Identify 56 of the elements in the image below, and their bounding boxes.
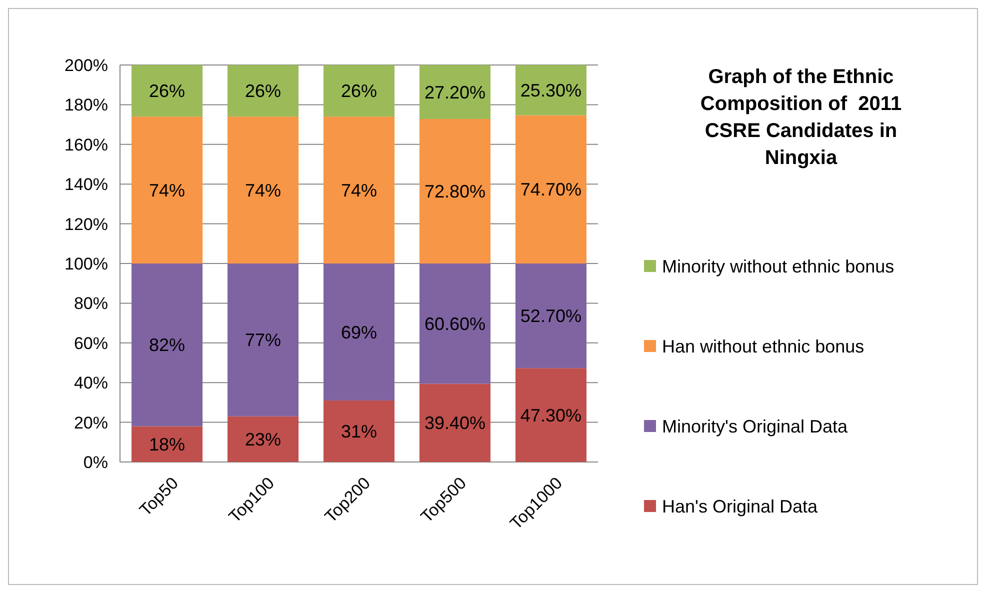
bar <box>419 264 490 384</box>
data-label: 39.40% <box>424 413 486 434</box>
y-tick-label: 40% <box>74 374 108 393</box>
data-label: 69% <box>340 322 378 342</box>
bar <box>515 65 586 116</box>
bar <box>132 426 203 462</box>
bar <box>323 400 395 462</box>
bar <box>132 264 203 426</box>
legend-label: Han without ethnic bonus <box>662 336 864 356</box>
text: Graph of the Ethnic Composition of 2011 CSRE Candidates in Ningxia <box>700 66 902 169</box>
legend-label: Minority without ethnic bonus <box>662 256 894 276</box>
bar <box>132 116 203 264</box>
y-tick-label: 120% <box>64 214 108 234</box>
legend-label: Han's Original Data <box>662 496 818 516</box>
data-label: 74% <box>149 180 186 200</box>
y-tick-label: 160% <box>64 135 108 154</box>
y-tick-label: 20% <box>74 413 108 432</box>
bar <box>228 65 299 117</box>
data-label: 27.20% <box>424 82 486 102</box>
data-label: 26% <box>340 81 378 102</box>
legend-label: Minority's Original Data <box>662 416 848 436</box>
data-label: 72.80% <box>424 182 486 202</box>
data-label: 52.70% <box>520 306 582 326</box>
bar <box>515 115 586 264</box>
data-label: 82% <box>149 335 186 356</box>
bar <box>132 65 203 117</box>
bar <box>419 384 490 462</box>
bar <box>323 264 395 400</box>
bar <box>515 368 586 462</box>
data-label: 74.70% <box>520 180 582 200</box>
data-label: 25.30% <box>520 80 582 100</box>
bar <box>419 118 490 264</box>
y-tick-label: 0% <box>83 452 108 472</box>
y-tick-label: 200% <box>64 56 108 75</box>
data-label: 23% <box>245 429 282 450</box>
bar <box>419 65 490 119</box>
data-label: 60.60% <box>424 314 486 334</box>
y-tick-label: 180% <box>64 96 108 115</box>
bar <box>228 116 299 264</box>
y-tick-label: 100% <box>64 254 108 274</box>
bar <box>228 264 299 416</box>
data-label: 18% <box>149 434 186 454</box>
data-label: 26% <box>149 81 186 102</box>
bar <box>228 416 299 462</box>
data-label: 47.30% <box>520 405 582 426</box>
bar <box>515 264 586 368</box>
data-label: 77% <box>245 330 282 350</box>
data-label: 31% <box>340 422 378 442</box>
bar <box>323 116 395 264</box>
data-label: 26% <box>245 81 282 102</box>
data-label: 74% <box>340 180 378 200</box>
y-tick-label: 80% <box>74 294 108 314</box>
y-tick-label: 60% <box>74 334 108 353</box>
bar <box>323 65 395 117</box>
y-tick-label: 140% <box>64 175 108 194</box>
data-label: 74% <box>245 180 282 200</box>
